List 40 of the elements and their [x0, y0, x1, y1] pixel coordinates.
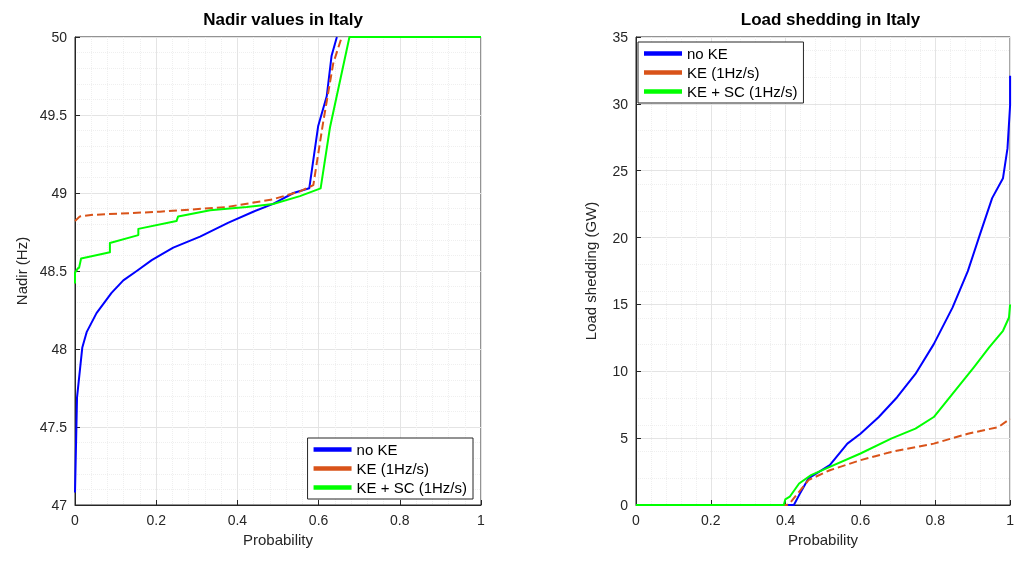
- y-tick-label: 47: [51, 497, 68, 513]
- y-tick-label: 10: [612, 363, 629, 380]
- x-tick-label: 1: [1006, 512, 1015, 528]
- x-tick-label: 0.8: [925, 512, 946, 528]
- chart-title: Nadir values in Italy: [203, 10, 364, 29]
- y-tick-label: 47.5: [39, 419, 68, 435]
- y-axis-title: Load shedding (GW): [582, 201, 599, 341]
- y-tick-label: 49.5: [39, 107, 68, 123]
- y-tick-label: 0: [620, 497, 629, 513]
- y-tick-label: 25: [612, 162, 629, 179]
- y-tick-label: 35: [612, 29, 629, 45]
- legend-label: KE (1Hz/s): [356, 460, 430, 477]
- y-tick-label: 5: [620, 430, 629, 447]
- x-axis-title: Probability: [242, 530, 314, 548]
- y-axis-title: Nadir (Hz): [12, 236, 30, 306]
- y-tick-label: 49: [51, 185, 68, 201]
- x-axis-title: Probability: [788, 530, 859, 548]
- x-tick-label: 1: [477, 512, 486, 528]
- y-tick-label: 30: [612, 95, 629, 112]
- x-tick-label: 0.6: [308, 512, 329, 528]
- x-tick-label: 0.2: [701, 512, 721, 528]
- legend-label: no KE: [687, 45, 728, 62]
- x-tick-label: 0.4: [227, 512, 248, 528]
- x-tick-label: 0: [71, 512, 80, 528]
- x-tick-label: 0: [632, 512, 641, 528]
- legend-label: no KE: [356, 441, 398, 458]
- y-tick-label: 48: [51, 341, 68, 357]
- x-tick-label: 0.8: [390, 512, 410, 528]
- y-tick-label: 48.5: [39, 263, 68, 279]
- x-tick-label: 0.2: [146, 512, 167, 528]
- x-tick-label: 0.6: [850, 512, 871, 528]
- legend-label: KE + SC (1Hz/s): [356, 479, 468, 496]
- y-tick-label: 20: [612, 229, 629, 246]
- legend-label: KE + SC (1Hz/s): [687, 83, 798, 100]
- legend-label: KE (1Hz/s): [687, 64, 760, 81]
- y-tick-label: 15: [612, 296, 629, 313]
- x-tick-label: 0.4: [775, 512, 796, 528]
- chart-title: Load shedding in Italy: [740, 10, 921, 29]
- y-tick-label: 50: [51, 29, 68, 45]
- line-series: [74, 36, 338, 494]
